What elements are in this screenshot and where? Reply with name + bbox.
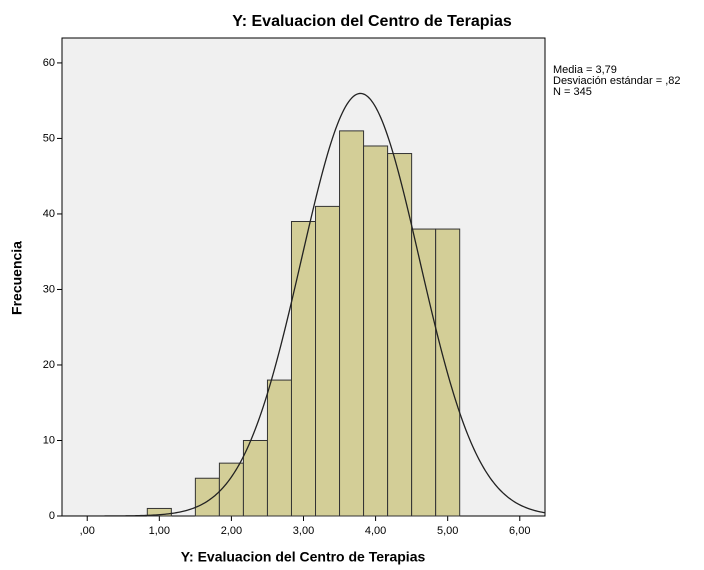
bar [146,507,172,517]
x-tick-label: 4,00 [365,525,386,537]
bar [315,205,341,517]
bar [290,220,317,517]
stat-label: Desviación estándar = ,82 [553,75,681,87]
x-tick-label: ,00 [80,525,95,537]
bar [387,153,413,517]
x-tick-label: 2,00 [221,525,242,537]
chart-title: Y: Evaluacion del Centro de Terapias [232,13,512,30]
y-tick-label: 20 [43,359,55,371]
normal-curve [62,92,545,516]
x-axis-label: Y: Evaluacion del Centro de Terapias [181,549,426,565]
bar [363,145,389,517]
x-tick-label: 3,00 [293,525,314,537]
bar [218,462,244,517]
y-axis-label: Frecuencia [9,241,25,315]
x-tick-label: 6,00 [509,525,530,537]
y-tick-label: 40 [43,208,55,220]
bar [242,439,268,517]
bar [194,477,220,517]
y-tick-label: 0 [49,510,55,522]
bar [411,228,437,517]
stat-label: N = 345 [553,86,592,98]
stat-label: Media = 3,79 [553,64,617,76]
y-tick-label: 50 [43,132,55,144]
x-tick-label: 1,00 [149,525,170,537]
bar [339,130,365,517]
y-tick-label: 10 [43,434,55,446]
y-tick-label: 60 [43,57,55,69]
y-tick-label: 30 [43,283,55,295]
x-tick-label: 5,00 [437,525,458,537]
bar [266,379,292,517]
